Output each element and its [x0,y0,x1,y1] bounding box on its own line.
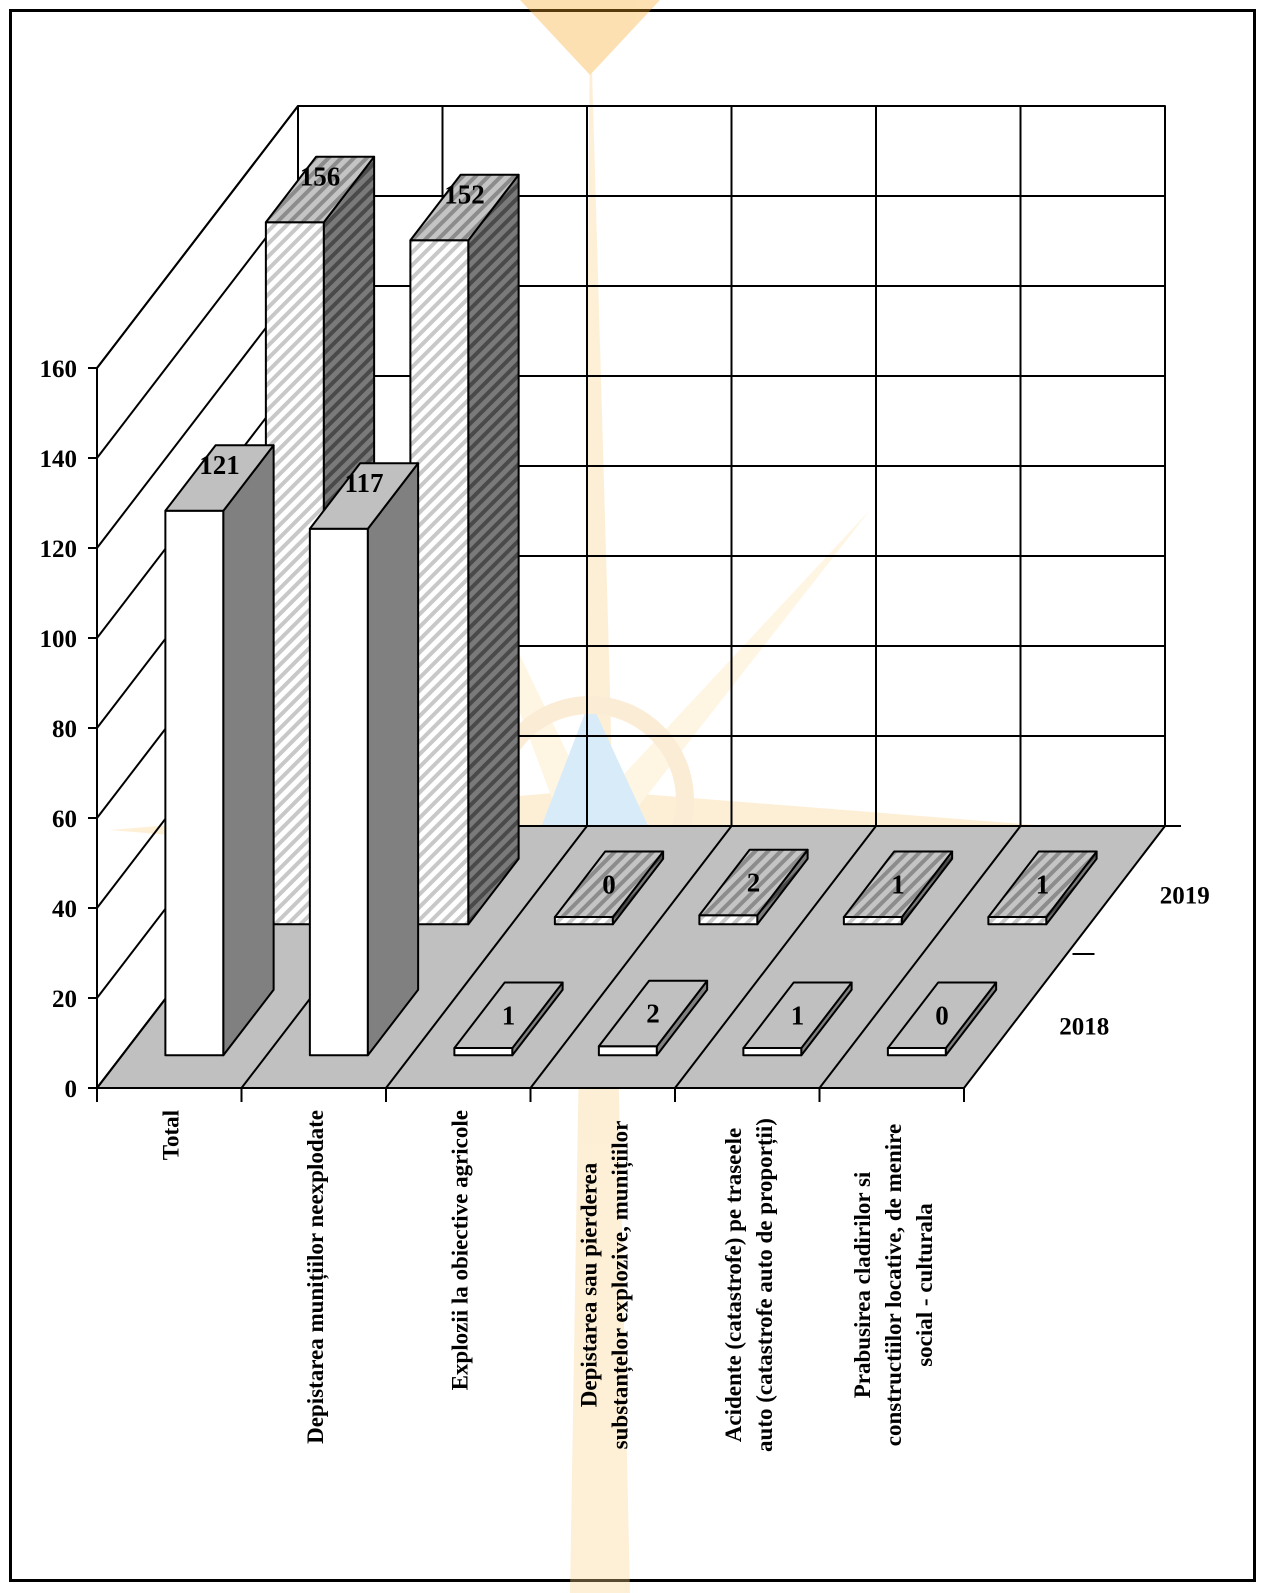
category-label: Acidente (catastrofe) pe traseele [721,1128,746,1442]
gridline [96,105,299,369]
bar-2019 [987,850,1098,926]
bar-top [987,850,1098,919]
bar-top [698,848,809,917]
bar-2019 [409,173,520,926]
category-label: Explozii la obiective agricole [447,1110,472,1390]
bar-front [164,509,225,1057]
data-label: 152 [444,180,485,210]
y-tick-label: 60 [52,806,77,833]
bar-side [366,462,420,1057]
category-label: substanțelor explozive, munițiilor [607,1121,633,1450]
bar-top [886,981,998,1050]
floor-separator [385,825,588,1089]
bar-2018 [453,981,564,1057]
bar-front [698,914,759,926]
bar-top [742,981,853,1050]
bar-front [842,916,903,926]
bar-2018 [886,981,998,1057]
data-label: 117 [344,468,383,498]
floor-separator [529,825,733,1089]
bar-top [597,979,709,1048]
bar-2018 [164,444,275,1057]
gridline [96,195,299,459]
floor-separator [818,825,1022,1089]
bar-front [308,527,369,1057]
data-label: 156 [300,162,341,192]
data-label: 0 [935,1000,949,1030]
bar-top [553,850,665,919]
data-label: 1 [791,1000,805,1030]
category-label: auto (catastrofe auto de proporții) [752,1118,778,1452]
data-label: 2 [747,868,761,898]
bar-2019 [842,850,954,926]
bar-top [842,850,954,919]
data-label: 0 [602,869,616,899]
bar-2018 [597,979,709,1057]
y-tick-label: 20 [52,986,77,1013]
data-label: 1 [1036,869,1050,899]
category-label: constructiilor locative, de menire [881,1124,906,1446]
category-label: Depistarea sau pierderea [576,1162,601,1407]
category-label: social - culturala [912,1203,937,1367]
bar-2019 [553,850,665,926]
y-tick-label: 80 [52,716,77,743]
y-tick-label: 120 [40,536,78,563]
y-tick-label: 40 [52,896,77,923]
category-label: Prabusirea cladirilor si [850,1171,875,1398]
bar-front [553,916,614,926]
bar-front [453,1047,514,1057]
y-tick-label: 0 [65,1076,78,1103]
bar-front [742,1047,803,1057]
data-label: 2 [646,999,660,1029]
data-label: 1 [502,1000,516,1030]
chart-bars [164,155,1098,1057]
series-label: 2018 [1059,1014,1109,1041]
bar-top [409,173,520,242]
bar-front [886,1047,947,1057]
bar-2018 [308,462,420,1057]
data-label: 121 [199,450,240,480]
bar-top [308,462,420,530]
bar-top [264,155,376,224]
bar-top [164,444,275,512]
y-tick-label: 100 [40,626,78,653]
y-tick-label: 160 [40,356,78,383]
y-tick-label: 140 [40,446,78,473]
bar-top [453,981,564,1050]
category-label: Depistarea munițiilor neexplodate [303,1110,329,1444]
category-label: Total [158,1110,183,1160]
bar-2019 [698,848,809,926]
bar-2018 [742,981,853,1057]
bar-front [987,916,1048,926]
bar-side [467,173,520,926]
gridline [96,285,299,549]
bar-side [222,444,275,1057]
series-label: 2019 [1160,883,1210,910]
bar-front [597,1045,658,1057]
floor-separator [674,825,877,1089]
data-label: 1 [891,869,905,899]
